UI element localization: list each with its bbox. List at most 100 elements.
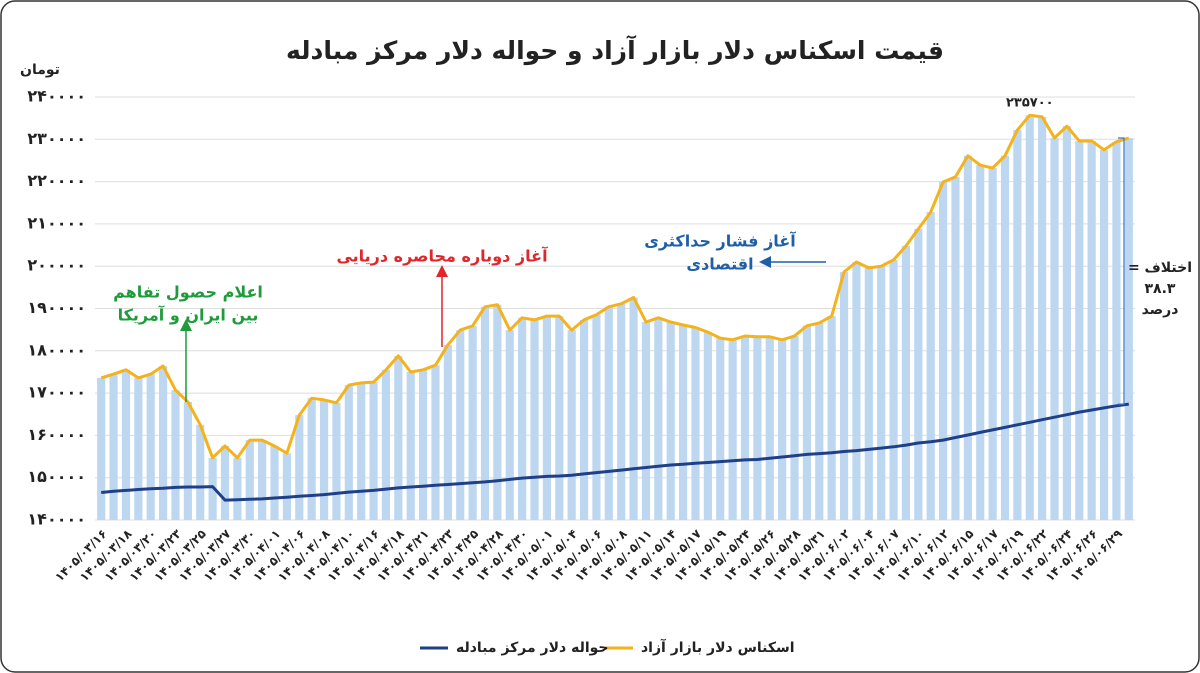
bar	[839, 272, 849, 520]
y-tick-label: ۱۴۰۰۰۰	[27, 510, 86, 529]
bar	[939, 182, 948, 520]
bar	[691, 327, 700, 520]
bar	[617, 303, 626, 520]
bar	[1124, 138, 1133, 520]
chart-title: قیمت اسکناس دلار بازار آزاد و حواله دلار…	[286, 35, 944, 66]
bar	[270, 445, 279, 520]
bar	[1050, 138, 1059, 520]
annotation: آغاز دوباره محاصره دریایی	[336, 246, 548, 266]
bar	[951, 176, 960, 520]
line	[100, 113, 1130, 460]
bar	[926, 212, 935, 520]
bar	[790, 335, 799, 520]
bar	[431, 365, 440, 520]
bar	[666, 322, 675, 520]
bar	[815, 322, 824, 520]
y-tick-label: ۲۰۰۰۰۰	[27, 256, 86, 275]
bar	[394, 355, 403, 520]
bar	[159, 366, 168, 520]
bar	[282, 453, 291, 520]
difference-note: ۳۸.۳	[1145, 281, 1176, 297]
bar	[1013, 129, 1022, 520]
y-tick-label: ۲۲۰۰۰۰	[27, 171, 86, 190]
bar	[740, 335, 750, 520]
bar	[406, 371, 415, 520]
bar	[976, 165, 985, 520]
bar	[864, 267, 873, 520]
bar	[258, 440, 267, 520]
bar	[518, 317, 527, 520]
bar	[505, 330, 514, 520]
bar	[728, 339, 737, 520]
bar	[233, 457, 242, 520]
bar	[245, 440, 254, 520]
bar	[1038, 116, 1047, 521]
bar	[567, 330, 576, 520]
bar	[109, 374, 118, 520]
bar	[381, 369, 391, 520]
bar	[988, 168, 997, 520]
bar	[877, 266, 886, 520]
bar	[332, 402, 341, 520]
bar	[146, 374, 155, 520]
bar	[97, 377, 106, 520]
annotation: اعلام حصول تفاهم	[113, 283, 263, 302]
bar	[716, 338, 725, 520]
difference-note: اختلاف =	[1128, 260, 1192, 276]
annotation: بین ایران و آمریکا	[118, 305, 259, 325]
annotation: اقتصادی	[686, 255, 753, 274]
bar	[121, 369, 131, 520]
bar	[468, 325, 477, 520]
y-tick-label: ۲۴۰۰۰۰	[27, 87, 86, 106]
bar	[530, 319, 539, 520]
bar	[196, 424, 205, 520]
bar	[852, 261, 861, 520]
bar	[753, 336, 762, 520]
bar	[542, 316, 551, 520]
line	[101, 402, 1130, 502]
bar	[307, 398, 316, 520]
bar	[802, 325, 811, 520]
y-tick-label: ۱۸۰۰۰۰	[27, 340, 86, 359]
bar	[1099, 149, 1109, 520]
y-unit: تومان	[20, 62, 60, 78]
bar	[369, 382, 378, 520]
bar	[1025, 115, 1034, 521]
bar	[357, 382, 366, 520]
y-tick-label: ۱۶۰۰۰۰	[27, 425, 86, 444]
bar	[901, 245, 911, 520]
bar	[963, 155, 972, 520]
bar	[443, 344, 452, 520]
bar	[456, 330, 465, 520]
bar	[827, 316, 836, 520]
bar	[579, 319, 589, 520]
bar	[555, 316, 564, 520]
bar	[914, 228, 923, 520]
bar	[592, 314, 601, 520]
difference-bracket	[1118, 137, 1125, 405]
y-tick-label: ۱۵۰۰۰۰	[27, 467, 86, 486]
bar	[778, 339, 787, 520]
legend-label: حواله دلار مرکز مبادله	[456, 640, 609, 656]
bar	[1087, 140, 1096, 520]
y-tick-label: ۲۱۰۰۰۰	[27, 213, 86, 232]
legend-label: اسکناس دلار بازار آزاد	[641, 638, 795, 656]
annotation: آغاز فشار حداکثری	[644, 231, 796, 251]
bar	[480, 306, 490, 520]
difference-note: درصد	[1142, 302, 1179, 318]
bar	[1062, 126, 1071, 520]
y-tick-label: ۱۹۰۰۰۰	[27, 298, 86, 317]
bar	[641, 322, 651, 520]
bar	[1075, 140, 1084, 520]
bar	[1112, 141, 1121, 520]
bar	[319, 399, 329, 520]
bar	[654, 317, 663, 520]
y-tick-label: ۱۷۰۰۰۰	[27, 383, 86, 402]
bar	[765, 336, 774, 520]
bar	[629, 297, 638, 520]
bar	[1000, 155, 1010, 520]
bar	[183, 401, 192, 520]
bar	[679, 324, 688, 520]
bar	[419, 369, 428, 520]
